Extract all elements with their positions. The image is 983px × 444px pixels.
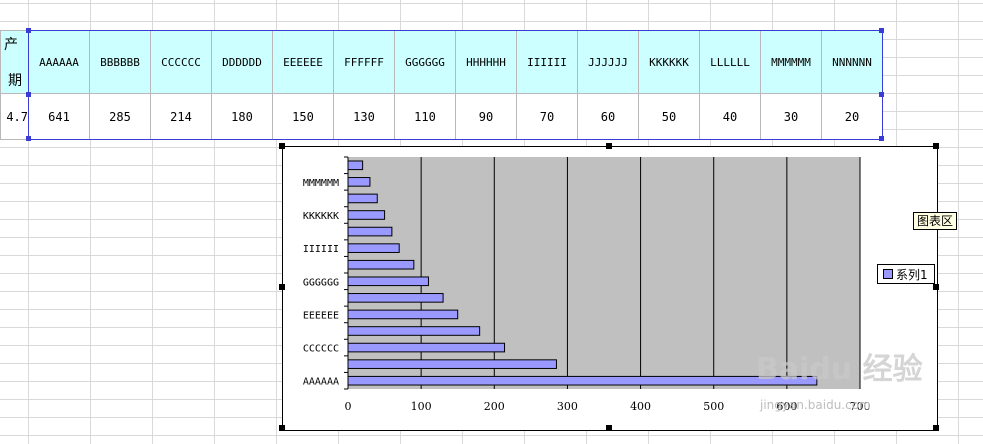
bar: [347, 210, 386, 220]
value-cell[interactable]: 285: [89, 93, 151, 140]
y-tick-label: EEEEEE: [303, 310, 339, 321]
y-tick-label: MMMMMM: [303, 178, 339, 189]
value-cell[interactable]: 110: [394, 93, 456, 140]
value-cell[interactable]: 90: [455, 93, 517, 140]
value-cell[interactable]: 641: [28, 93, 90, 140]
legend-label: 系列1: [896, 267, 928, 282]
watermark-logo: Baidu 经验: [756, 352, 923, 387]
bar: [347, 359, 557, 369]
header-cell[interactable]: MMMMMM: [760, 30, 822, 94]
y-tick-label: CCCCCC: [303, 344, 339, 355]
header-cell[interactable]: GGGGGG: [394, 30, 456, 94]
bar: [347, 293, 444, 303]
value-cell[interactable]: 50: [638, 93, 700, 140]
y-tick-label: KKKKKK: [303, 211, 339, 222]
header-cell[interactable]: AAAAAA: [28, 30, 90, 94]
selection-handle[interactable]: [26, 136, 31, 141]
legend-swatch: [883, 269, 893, 279]
x-tick-label: 200: [484, 400, 505, 413]
header-label-bottom: 期: [8, 73, 22, 89]
value-cell[interactable]: 214: [150, 93, 212, 140]
corner-header-cell[interactable]: 产 期: [0, 30, 29, 94]
header-cell[interactable]: EEEEEE: [272, 30, 334, 94]
value-cell[interactable]: 70: [516, 93, 578, 140]
data-table: 产 期 AAAAAA BBBBBB CCCCCC DDDDDD EEEEEE FFFFFF…: [0, 30, 883, 140]
chart-resize-handle[interactable]: [933, 425, 939, 431]
bar: [347, 375, 818, 386]
header-cell[interactable]: HHHHHH: [455, 30, 517, 94]
chart-resize-handle[interactable]: [606, 143, 612, 149]
header-cell[interactable]: LLLLLL: [699, 30, 761, 94]
y-tick-label: IIIIII: [303, 244, 339, 255]
bar: [347, 193, 378, 204]
header-cell[interactable]: FFFFFF: [333, 30, 395, 94]
bar: [347, 276, 429, 287]
header-cell[interactable]: KKKKKK: [638, 30, 700, 94]
x-tick-label: 700: [850, 400, 871, 413]
chart-resize-handle[interactable]: [933, 143, 939, 149]
selection-handle[interactable]: [879, 92, 884, 97]
chart-resize-handle[interactable]: [279, 425, 285, 431]
partial-value-cell[interactable]: 4.7: [0, 93, 29, 140]
value-row: 4.7 641 285 214 180 150 130 110 90 70 60 50 40 30 20: [0, 93, 883, 140]
bar: [347, 243, 400, 253]
x-tick-label: 300: [557, 400, 578, 413]
bar: [347, 309, 459, 320]
selection-handle[interactable]: [26, 92, 31, 97]
bar: [347, 177, 371, 187]
bar: [347, 259, 415, 270]
selection-handle[interactable]: [879, 28, 884, 33]
y-tick-label: GGGGGG: [303, 277, 339, 288]
y-tick-label: AAAAAA: [303, 377, 339, 388]
chart-resize-handle[interactable]: [279, 284, 285, 290]
chart-area[interactable]: 0 100 200 300 400 500 600 700 AAAAAA CCCCCC EEEEEE…: [282, 146, 938, 431]
x-tick-label: 600: [776, 400, 797, 413]
value-cell[interactable]: 60: [577, 93, 639, 140]
header-cell[interactable]: DDDDDD: [211, 30, 273, 94]
header-cell[interactable]: IIIIII: [516, 30, 578, 94]
header-cell[interactable]: BBBBBB: [89, 30, 151, 94]
value-cell[interactable]: 150: [272, 93, 334, 140]
x-tick-label: 400: [630, 400, 651, 413]
bar: [347, 326, 481, 336]
bar-chart: 0 100 200 300 400 500 600 700 AAAAAA CCCCCC EEEEEE…: [303, 156, 871, 413]
value-cell[interactable]: 30: [760, 93, 822, 140]
chart-resize-handle[interactable]: [933, 284, 939, 290]
x-tick-label: 500: [703, 400, 724, 413]
header-cell[interactable]: NNNNNN: [821, 30, 883, 94]
watermark-url: jingyan.baidu.com: [760, 398, 871, 412]
selection-handle[interactable]: [26, 28, 31, 33]
bar: [347, 160, 364, 171]
chart-resize-handle[interactable]: [606, 425, 612, 431]
x-tick-label: 100: [411, 400, 432, 413]
chart-area-tooltip: 图表区: [913, 212, 958, 230]
x-tick-label: 0: [345, 400, 352, 413]
value-cell[interactable]: 20: [821, 93, 883, 140]
header-label-top: 产: [4, 37, 18, 53]
chart-legend[interactable]: 系列1: [877, 264, 935, 284]
header-row: 产 期 AAAAAA BBBBBB CCCCCC DDDDDD EEEEEE FFFFFF…: [0, 30, 883, 94]
value-cell[interactable]: 180: [211, 93, 273, 140]
header-cell[interactable]: CCCCCC: [150, 30, 212, 94]
bar: [347, 342, 506, 353]
value-cell[interactable]: 40: [699, 93, 761, 140]
selection-handle[interactable]: [879, 136, 884, 141]
chart-resize-handle[interactable]: [279, 143, 285, 149]
value-cell[interactable]: 130: [333, 93, 395, 140]
bar: [347, 226, 393, 237]
header-cell[interactable]: JJJJJJ: [577, 30, 639, 94]
